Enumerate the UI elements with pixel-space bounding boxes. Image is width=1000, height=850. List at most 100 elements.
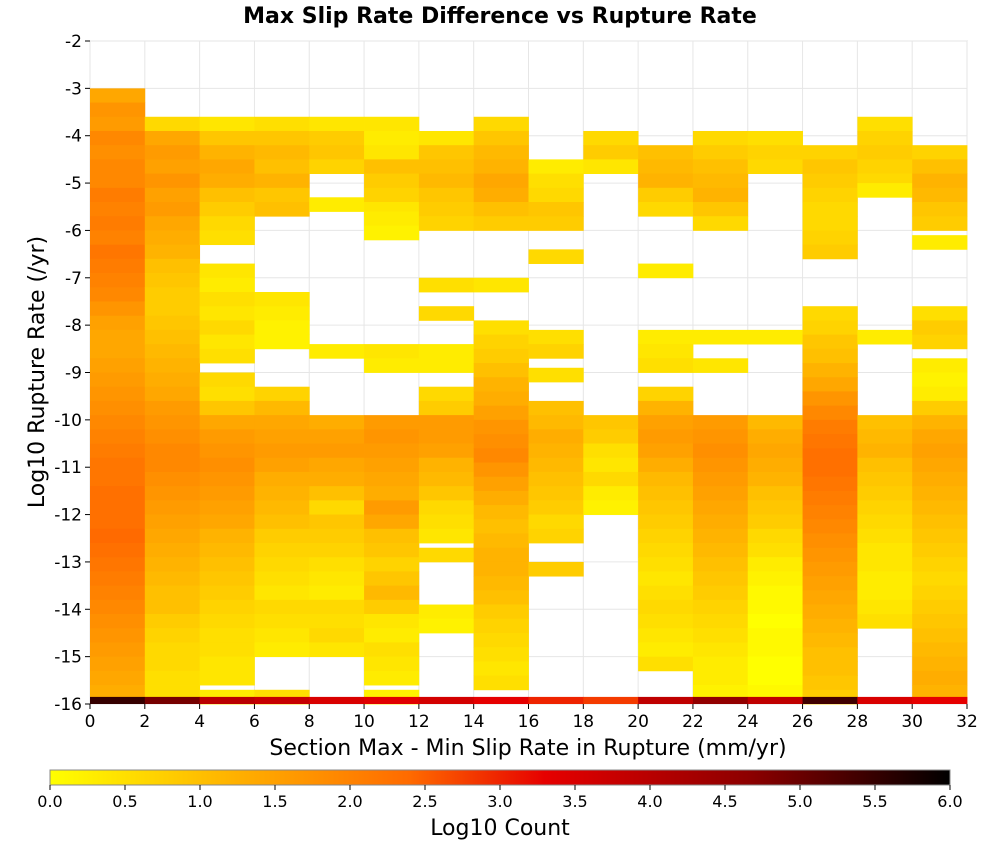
- heatmap-cell: [144, 287, 201, 302]
- heatmap-cell: [199, 320, 255, 336]
- heatmap-cell: [144, 656, 201, 672]
- x-tick-label: 18: [572, 712, 594, 732]
- heatmap-cell-bottom: [254, 696, 310, 704]
- heatmap-cell: [473, 675, 529, 691]
- heatmap-cell-bottom: [528, 696, 584, 704]
- heatmap-cell: [418, 618, 475, 634]
- heatmap-cell: [418, 277, 475, 293]
- heatmap-cell: [254, 443, 310, 459]
- heatmap-cell: [364, 457, 420, 473]
- heatmap-cell: [144, 642, 201, 658]
- heatmap-cell: [857, 116, 913, 132]
- heatmap-cell: [90, 400, 146, 416]
- x-tick-label: 26: [792, 712, 814, 732]
- heatmap-cell: [90, 557, 146, 572]
- heatmap-cell: [364, 443, 420, 459]
- heatmap-cell: [473, 145, 529, 160]
- heatmap-cell: [802, 476, 858, 492]
- heatmap-cell: [528, 514, 584, 530]
- heatmap-cell: [90, 273, 146, 288]
- heatmap-cell-bottom: [199, 696, 255, 704]
- heatmap-cell: [199, 159, 255, 174]
- heatmap-cell: [747, 585, 803, 601]
- heatmap-cell: [90, 329, 146, 345]
- heatmap-cell: [90, 88, 146, 103]
- heatmap-cell: [912, 415, 968, 430]
- heatmap-cell: [199, 372, 255, 388]
- heatmap-cell: [254, 116, 310, 132]
- heatmap-cell-bottom: [309, 696, 365, 704]
- heatmap-cell: [802, 145, 858, 160]
- heatmap-cell: [912, 585, 968, 601]
- heatmap-cell: [857, 145, 913, 160]
- heatmap-cell: [473, 159, 529, 174]
- heatmap-cell: [309, 197, 365, 212]
- heatmap-cell: [90, 301, 146, 317]
- heatmap-cell: [857, 443, 913, 459]
- heatmap-cell: [857, 130, 913, 146]
- heatmap-cell: [747, 542, 803, 558]
- heatmap-cell: [144, 159, 201, 174]
- colorbar-tick-label: 4.5: [712, 792, 737, 811]
- y-axis-label: Log10 Rupture Rate (/yr): [25, 236, 50, 508]
- heatmap-cell: [802, 547, 858, 563]
- heatmap-cell: [912, 216, 968, 231]
- heatmap-cell: [309, 585, 365, 601]
- heatmap-cell: [254, 145, 310, 160]
- heatmap-cell: [857, 528, 913, 544]
- heatmap-cell: [473, 173, 529, 189]
- heatmap-cell: [692, 415, 749, 430]
- heatmap-cell: [473, 187, 529, 203]
- heatmap-cell: [528, 400, 584, 416]
- heatmap-cell: [747, 145, 803, 160]
- heatmap-cell: [802, 244, 858, 260]
- heatmap-cell: [254, 457, 310, 473]
- heatmap-cell: [638, 358, 694, 373]
- heatmap-cell: [583, 500, 639, 515]
- heatmap-cell: [364, 542, 420, 558]
- heatmap-cell: [857, 585, 913, 601]
- heatmap-cell: [857, 415, 913, 430]
- y-axis-ticks: -2 -3 -4 -5 -6 -7 -8 -9 -10 -11 -12 -13 -14 -15 -16: [54, 32, 90, 715]
- heatmap-cell: [364, 429, 420, 444]
- heatmap-cell: [528, 249, 584, 264]
- heatmap-cell: [802, 661, 858, 676]
- heatmap-cell: [90, 514, 146, 530]
- heatmap-cell: [144, 599, 201, 615]
- heatmap-cell: [199, 614, 255, 629]
- heatmap-cell: [418, 429, 475, 444]
- heatmap-cell: [638, 202, 694, 217]
- colorbar-tick-label: 0.5: [112, 792, 137, 811]
- heatmap-cell-bottom: [802, 696, 858, 704]
- heatmap-cell: [199, 187, 255, 203]
- heatmap-cell: [692, 500, 749, 515]
- colorbar-tick-label: 4.0: [637, 792, 662, 811]
- heatmap-cell: [309, 344, 365, 359]
- heatmap-cell: [638, 173, 694, 189]
- heatmap-cell: [528, 429, 584, 444]
- heatmap-cell: [912, 656, 968, 672]
- heatmap-cell: [418, 344, 475, 359]
- heatmap-cell: [802, 173, 858, 189]
- heatmap-cell: [473, 320, 529, 336]
- heatmap-cell: [90, 471, 146, 487]
- heatmap-cell: [144, 528, 201, 544]
- heatmap-cell: [418, 400, 475, 416]
- heatmap-cell: [418, 159, 475, 174]
- heatmap-cell: [473, 618, 529, 634]
- heatmap-cell: [912, 202, 968, 217]
- heatmap-cell: [90, 599, 146, 615]
- heatmap-cell: [254, 599, 310, 615]
- heatmap-cell: [144, 557, 201, 572]
- heatmap-cell: [199, 386, 255, 402]
- heatmap-cell: [309, 486, 365, 501]
- x-tick-label: 22: [682, 712, 704, 732]
- heatmap-cell: [802, 348, 858, 364]
- heatmap-cell: [473, 647, 529, 662]
- heatmap-cell: [418, 187, 475, 203]
- heatmap-cell: [912, 514, 968, 530]
- y-tick-label: -6: [65, 221, 82, 241]
- heatmap-cell: [692, 145, 749, 160]
- heatmap-cell: [418, 130, 475, 146]
